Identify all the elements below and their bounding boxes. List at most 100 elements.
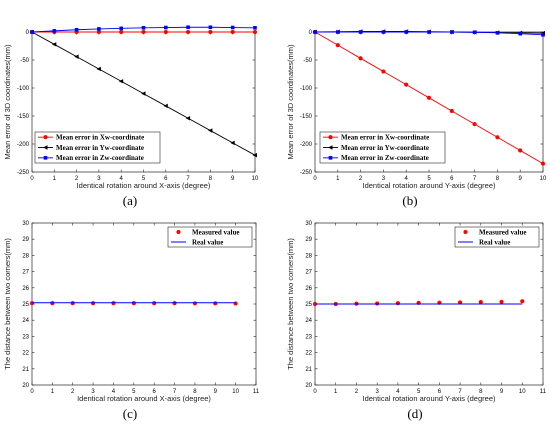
data-point: [450, 30, 454, 34]
legend-swatch-marker: [463, 229, 468, 235]
legend-swatch-marker: [328, 135, 333, 140]
data-point: [52, 29, 57, 33]
data-point: [141, 91, 146, 96]
data-point: [358, 30, 363, 34]
x-axis-label: Identical rotation around Y-axis (degree…: [362, 394, 496, 403]
data-point: [163, 29, 168, 35]
legend-box: [319, 131, 446, 164]
series-2: [30, 25, 257, 34]
legend-box: [34, 131, 161, 164]
data-point: [499, 299, 504, 304]
data-point: [395, 301, 401, 306]
data-point: [230, 25, 235, 30]
x-tick-label: 6: [450, 176, 454, 182]
x-tick-label: 8: [496, 176, 500, 182]
x-tick-label: 2: [355, 389, 359, 395]
x-tick-label: 9: [214, 389, 218, 395]
x-tick-label: 1: [53, 176, 57, 182]
y-tick-label: 25: [22, 302, 29, 308]
data-point: [208, 25, 213, 30]
data-point: [74, 27, 79, 32]
data-point: [520, 299, 525, 304]
x-tick-label: 10: [540, 176, 547, 182]
x-tick-label: 1: [336, 176, 340, 182]
legend-swatch-marker: [176, 229, 181, 235]
x-axis-label: Identical rotation around Y-axis (degree…: [362, 181, 496, 190]
data-point: [164, 25, 168, 30]
x-tick-label: 3: [376, 389, 380, 395]
panel-label: (a): [123, 193, 137, 208]
data-point: [30, 30, 34, 34]
y-tick-label: 22: [305, 351, 312, 357]
x-axis-label: Identical rotation around X-axis (degree…: [77, 181, 211, 190]
y-tick-label: 27: [305, 270, 312, 276]
x-tick-label: 6: [153, 389, 157, 395]
y-tick-label: 28: [305, 253, 312, 259]
x-tick-label: 7: [473, 176, 477, 182]
data-point: [541, 33, 545, 37]
panel-label: (d): [407, 406, 422, 421]
data-point: [381, 30, 386, 34]
data-point: [313, 30, 317, 34]
chart-panel-1: 0 1 2 3 4 5 6 7 8 9 10 -250 -200 -150 -100 -50 0 Identica…: [286, 29, 547, 208]
legend-swatch-marker: [43, 156, 48, 160]
y-tick-label: 26: [305, 286, 312, 292]
y-tick-label: 21: [305, 367, 312, 373]
x-tick-label: 5: [142, 176, 146, 182]
data-point: [233, 301, 238, 306]
data-point: [252, 29, 258, 35]
x-tick-label: 3: [97, 176, 101, 182]
legend-entry: Measured value: [479, 228, 527, 236]
chart-panel-3: 0 1 2 3 4 5 6 7 8 9 10 112021222324252627282930Iden…: [286, 221, 547, 421]
x-tick-label: 2: [75, 176, 79, 182]
data-point: [208, 29, 213, 35]
x-tick-label: 4: [112, 389, 116, 395]
y-tick-label: 30: [22, 221, 29, 227]
x-tick-label: 9: [519, 176, 523, 182]
data-point: [336, 30, 340, 34]
x-tick-label: 5: [417, 389, 421, 395]
data-point: [427, 30, 431, 34]
x-tick-label: 0: [313, 389, 317, 395]
y-tick-label: -100: [17, 86, 30, 92]
x-tick-label: 4: [120, 176, 124, 182]
data-point: [185, 116, 191, 121]
data-point: [518, 148, 523, 153]
series-1: [29, 29, 257, 158]
data-point: [252, 153, 257, 158]
y-tick-label: 0: [309, 30, 313, 36]
y-axis-label: The distance between two corners(mm): [3, 238, 12, 370]
legend-entry: Mean error in Xw-coordinate: [56, 134, 144, 142]
x-tick-label: 2: [71, 389, 75, 395]
x-tick-label: 11: [253, 389, 260, 395]
data-point: [97, 27, 101, 31]
x-tick-label: 5: [427, 176, 431, 182]
x-tick-label: 0: [30, 176, 34, 182]
y-tick-label: 27: [22, 270, 29, 276]
x-tick-label: 8: [479, 389, 483, 395]
x-axis-label: Identical rotation around X-axis (degree…: [77, 394, 211, 403]
x-tick-label: 9: [500, 389, 504, 395]
y-tick-label: -200: [300, 142, 313, 148]
y-tick-label: 22: [22, 351, 29, 357]
y-tick-label: -250: [17, 170, 30, 176]
x-tick-label: 9: [231, 176, 235, 182]
data-point: [119, 26, 123, 31]
data-point: [208, 128, 213, 133]
data-point: [404, 30, 408, 34]
x-tick-label: 10: [252, 176, 259, 182]
x-tick-label: 0: [30, 389, 34, 395]
data-point: [230, 29, 235, 35]
legend-swatch-marker: [328, 156, 333, 160]
y-tick-label: 25: [305, 302, 312, 308]
data-point: [213, 301, 218, 306]
data-point: [381, 69, 386, 74]
y-tick-label: -250: [300, 170, 313, 176]
legend: Mean error in Xw-coordinate Mean error in…: [34, 131, 161, 164]
legend-entry: Mean error in Zw-coordinate: [56, 154, 144, 162]
x-tick-label: 0: [313, 176, 317, 182]
x-tick-label: 6: [164, 176, 168, 182]
y-tick-label: 0: [26, 30, 30, 36]
data-point: [358, 56, 363, 61]
